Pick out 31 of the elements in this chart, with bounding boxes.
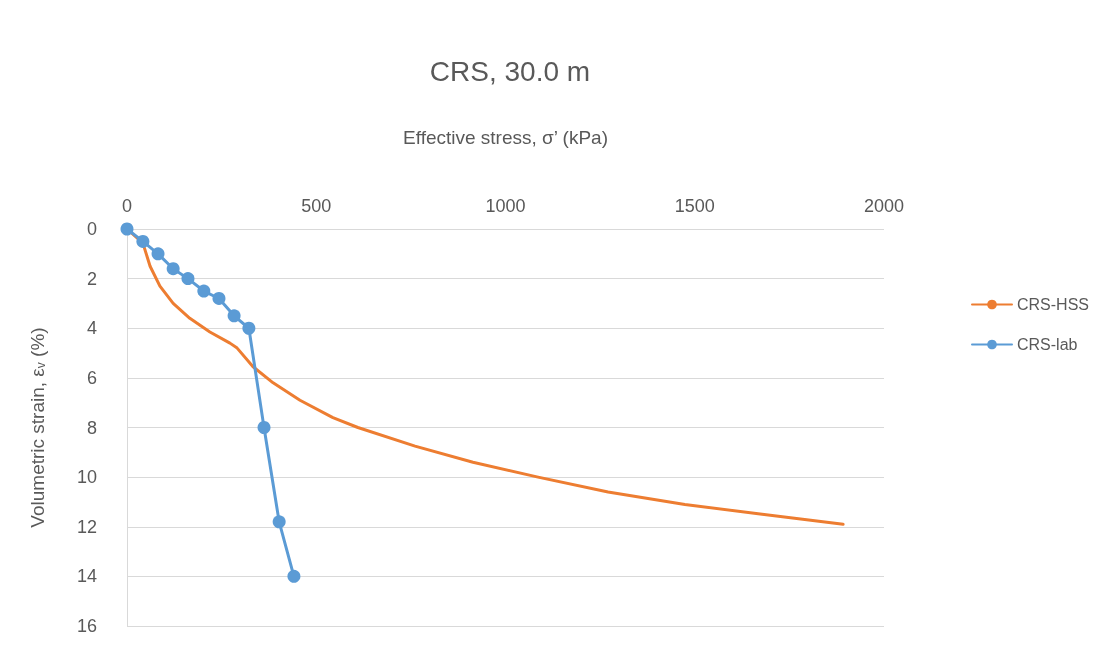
point <box>227 309 241 323</box>
y-tick-label: 8 <box>86 417 97 438</box>
legend-label: CRS-HSS <box>1016 296 1090 313</box>
x-tick-label: 500 <box>301 196 332 216</box>
y-tick-label: 16 <box>76 616 97 636</box>
x-tick-label: 2000 <box>863 196 905 216</box>
point <box>136 234 150 248</box>
x-tick-label: 0 <box>121 196 133 216</box>
y-tick-label: 12 <box>76 516 97 537</box>
point <box>166 262 180 276</box>
point <box>197 284 211 298</box>
point <box>287 569 301 583</box>
x-axis-title: Effective stress, σ’ (kPa) <box>403 127 608 148</box>
y-tick-label: 0 <box>86 219 97 239</box>
y-tick-label: 14 <box>76 566 97 587</box>
y-tick-label: 2 <box>86 268 97 289</box>
point <box>272 515 286 529</box>
point <box>212 291 226 305</box>
x-tick-label: 1000 <box>485 196 526 216</box>
point <box>181 272 195 286</box>
y-tick-label: 4 <box>86 318 97 339</box>
y-tick-label: 10 <box>76 467 97 488</box>
y-tick-label: 6 <box>86 367 97 388</box>
point <box>242 321 256 335</box>
point <box>120 222 134 236</box>
point <box>257 421 271 434</box>
legend-label: CRS-lab <box>1016 336 1078 353</box>
point <box>151 247 165 261</box>
y-axis-title: Volumetric strain, εv (%) <box>26 327 48 528</box>
x-tick-label: 1500 <box>674 196 715 216</box>
chart-title: CRS, 30.0 m <box>429 55 591 87</box>
